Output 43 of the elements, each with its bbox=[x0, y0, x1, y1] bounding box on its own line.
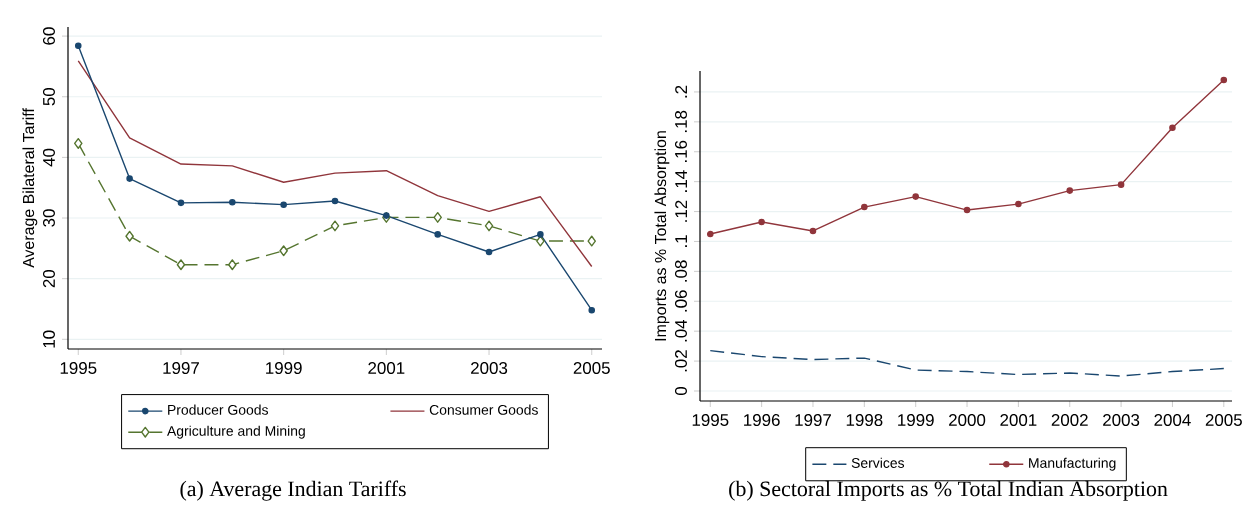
text: (a) Average Indian Tariffs bbox=[180, 480, 406, 501]
x-tick-label: 1999 bbox=[898, 414, 934, 427]
x-tick-label: 1997 bbox=[795, 414, 831, 427]
y-tick-label: .04 bbox=[674, 319, 687, 342]
x-tick-label: 1995 bbox=[60, 362, 97, 375]
text: (b) Sectoral Imports as % Total Indian Absorption bbox=[729, 480, 1168, 501]
legend-label: Agriculture and Mining bbox=[167, 425, 305, 439]
y-tick-label: 20 bbox=[42, 269, 55, 288]
x-tick-label: 2004 bbox=[1154, 414, 1191, 427]
legend-label: Manufacturing bbox=[1029, 457, 1116, 471]
y-tick-label: 50 bbox=[42, 87, 55, 106]
x-tick-label: 2003 bbox=[471, 362, 508, 375]
y-tick-label: .12 bbox=[675, 200, 687, 222]
x-tick-label: 1999 bbox=[266, 362, 302, 375]
x-tick-label: 1998 bbox=[846, 414, 883, 427]
x-tick-label: 2005 bbox=[573, 362, 610, 375]
y-axis-title: Average Bilateral Tariff bbox=[22, 108, 38, 268]
y-tick-label: .2 bbox=[675, 85, 687, 98]
y-tick-label: 10 bbox=[42, 330, 55, 348]
legend-label: Services bbox=[851, 457, 905, 468]
x-tick-label: 1996 bbox=[744, 414, 780, 427]
x-tick-label: 2000 bbox=[949, 414, 986, 427]
y-tick-label: 40 bbox=[42, 148, 55, 167]
x-tick-label: 1995 bbox=[692, 414, 729, 427]
x-tick-label: 1997 bbox=[163, 362, 199, 375]
y-tick-label: .06 bbox=[674, 290, 687, 312]
x-tick-label: 2001 bbox=[1000, 414, 1037, 427]
x-tick-label: 2003 bbox=[1103, 414, 1140, 427]
y-tick-label: .08 bbox=[674, 260, 687, 282]
legend-label: Consumer Goods bbox=[429, 404, 538, 415]
legend-label: Producer Goods bbox=[168, 404, 269, 415]
x-tick-label: 2005 bbox=[1205, 414, 1242, 427]
y-tick-label: .16 bbox=[674, 140, 687, 162]
y-tick-label: .1 bbox=[675, 235, 687, 247]
y-tick-label: 30 bbox=[42, 209, 55, 227]
y-tick-label: .14 bbox=[675, 170, 687, 192]
y-tick-label: .18 bbox=[674, 110, 687, 133]
x-tick-label: 2002 bbox=[1051, 414, 1088, 427]
x-tick-label: 2001 bbox=[368, 362, 405, 375]
y-tick-label: 60 bbox=[42, 27, 55, 45]
y-tick-label: 0 bbox=[674, 386, 687, 396]
y-axis-title: Imports as % Total Absorption bbox=[654, 131, 670, 341]
y-tick-label: .02 bbox=[674, 350, 687, 372]
